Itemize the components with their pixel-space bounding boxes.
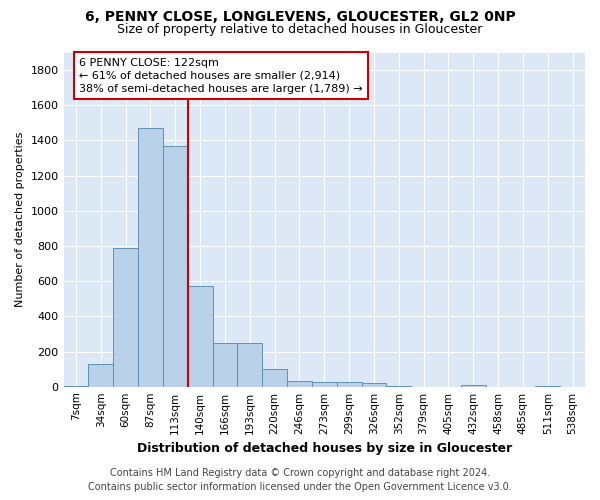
- Bar: [212, 342, 238, 386]
- Bar: [163, 146, 188, 386]
- Bar: [362, 383, 386, 386]
- Bar: [461, 385, 485, 386]
- Bar: [262, 369, 287, 386]
- Bar: [88, 364, 113, 386]
- Bar: [337, 382, 362, 386]
- Text: Contains HM Land Registry data © Crown copyright and database right 2024.
Contai: Contains HM Land Registry data © Crown c…: [88, 468, 512, 492]
- Bar: [113, 248, 138, 386]
- Bar: [238, 342, 262, 386]
- Text: 6, PENNY CLOSE, LONGLEVENS, GLOUCESTER, GL2 0NP: 6, PENNY CLOSE, LONGLEVENS, GLOUCESTER, …: [85, 10, 515, 24]
- Bar: [287, 380, 312, 386]
- Bar: [138, 128, 163, 386]
- Text: 6 PENNY CLOSE: 122sqm
← 61% of detached houses are smaller (2,914)
38% of semi-d: 6 PENNY CLOSE: 122sqm ← 61% of detached …: [79, 58, 363, 94]
- Bar: [312, 382, 337, 386]
- Text: Size of property relative to detached houses in Gloucester: Size of property relative to detached ho…: [118, 22, 482, 36]
- X-axis label: Distribution of detached houses by size in Gloucester: Distribution of detached houses by size …: [137, 442, 512, 455]
- Bar: [188, 286, 212, 386]
- Y-axis label: Number of detached properties: Number of detached properties: [15, 132, 25, 308]
